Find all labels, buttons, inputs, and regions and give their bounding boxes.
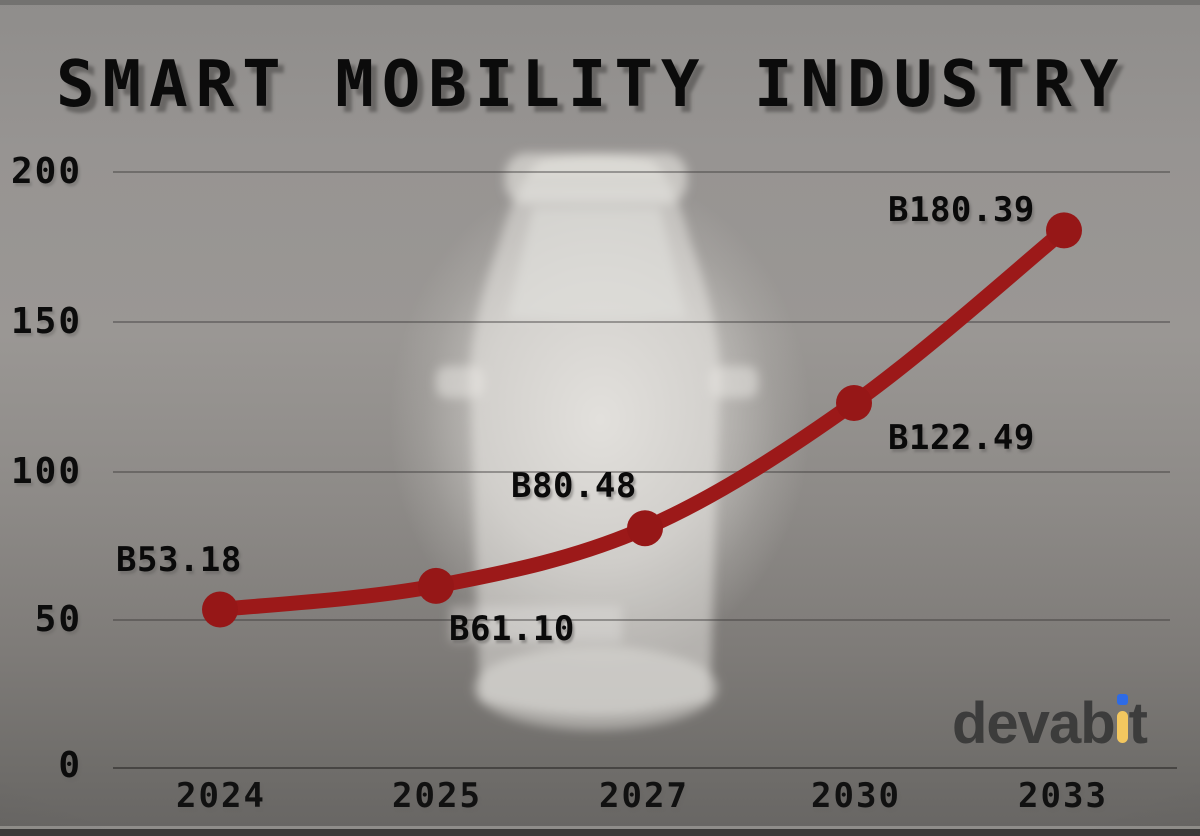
devabit-logo: devab t: [952, 691, 1148, 756]
data-label-2024: B53.18: [116, 540, 242, 580]
logo-text-after: t: [1128, 691, 1148, 756]
logo-text-before: devab: [952, 691, 1116, 756]
data-point-2033: [1046, 212, 1082, 249]
data-label-2025: B61.10: [449, 609, 575, 649]
x-label-2033: 2033: [1018, 776, 1108, 816]
y-tick-200: 200: [10, 151, 82, 192]
x-label-2027: 2027: [599, 776, 689, 816]
y-tick-100: 100: [10, 451, 82, 492]
logo-i-dot-icon: [1116, 694, 1128, 705]
x-label-2024: 2024: [176, 776, 266, 816]
y-tick-0: 0: [58, 745, 82, 786]
gridline-100: [113, 471, 1170, 473]
gridline-200: [113, 171, 1170, 173]
page-title: SMART MOBILITY INDUSTRY: [56, 48, 1127, 122]
photo-bottom-highlight: [0, 826, 1200, 829]
x-axis-line: [113, 767, 1177, 769]
data-point-2024: [202, 591, 238, 628]
data-label-2033: B180.39: [888, 190, 1035, 230]
photo-bottom-edge: [0, 829, 1200, 836]
x-label-2025: 2025: [392, 776, 482, 816]
gridline-50: [113, 619, 1170, 621]
y-tick-50: 50: [34, 599, 82, 640]
data-label-2030: B122.49: [888, 418, 1035, 458]
y-tick-150: 150: [10, 301, 82, 342]
data-point-2027: [627, 510, 663, 547]
data-label-2027: B80.48: [511, 466, 637, 506]
data-point-2025: [418, 567, 454, 604]
photo-top-edge: [0, 0, 1200, 5]
logo-i-letter: [1115, 694, 1129, 754]
gridline-150: [113, 321, 1170, 323]
logo-i-stem-icon: [1116, 711, 1128, 743]
data-point-2030: [836, 385, 872, 421]
x-label-2030: 2030: [811, 776, 901, 816]
